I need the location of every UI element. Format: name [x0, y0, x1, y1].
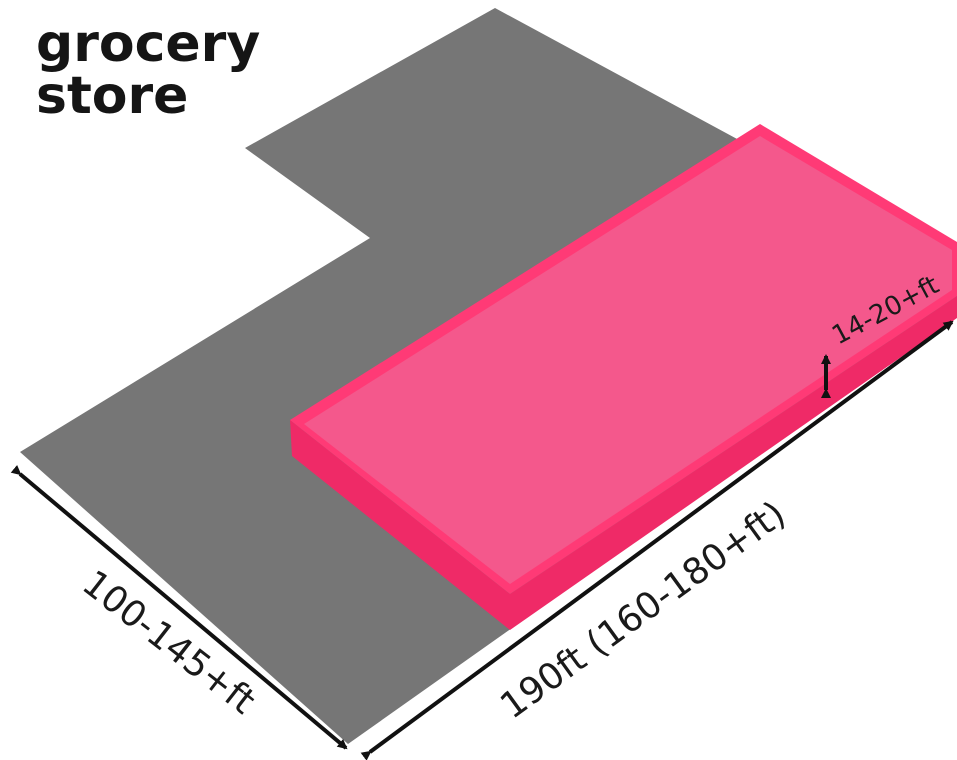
title-line-2: store: [36, 66, 189, 126]
depth-dimension-line: [10, 465, 348, 750]
length-dimension-line: [360, 320, 954, 760]
title-line-1: grocery: [36, 14, 261, 74]
diagram-title: grocery store: [36, 14, 267, 130]
